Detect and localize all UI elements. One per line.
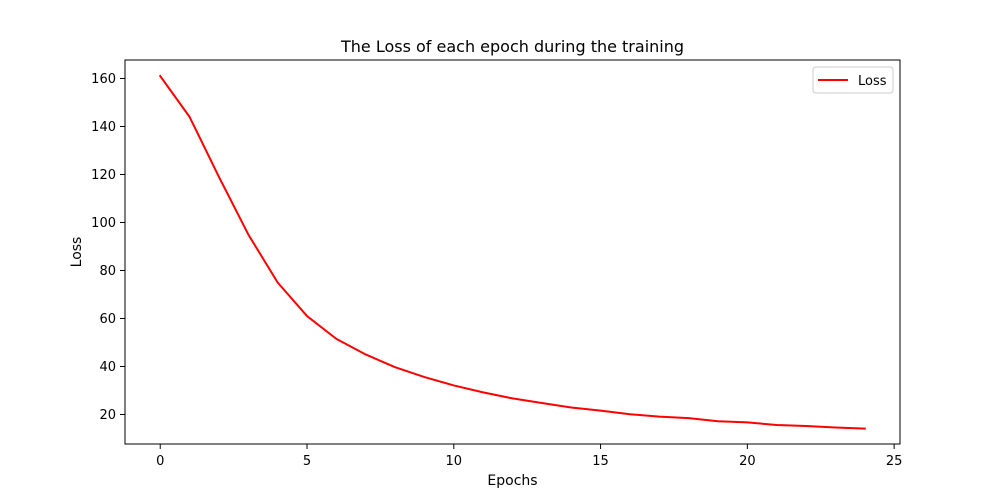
y-axis-label: Loss xyxy=(69,237,85,268)
x-tick-label: 15 xyxy=(592,454,609,469)
x-axis: 0 5 10 15 20 25 xyxy=(156,444,902,469)
y-tick-label: 160 xyxy=(91,72,116,87)
chart-title: The Loss of each epoch during the traini… xyxy=(340,37,684,56)
x-tick-label: 0 xyxy=(156,454,164,469)
x-tick-label: 10 xyxy=(446,454,463,469)
series-line-loss xyxy=(158,74,866,430)
plot-frame xyxy=(124,59,901,445)
x-tick-label: 20 xyxy=(739,454,756,469)
x-tick-label: 25 xyxy=(886,454,903,469)
plot-area xyxy=(124,59,901,445)
y-tick-label: 80 xyxy=(99,264,116,279)
y-tick-label: 40 xyxy=(99,360,116,375)
y-tick-label: 20 xyxy=(99,408,116,423)
y-axis: 20 40 60 80 100 120 140 160 xyxy=(91,72,125,423)
series-layer xyxy=(158,74,866,430)
y-tick-label: 100 xyxy=(91,216,116,231)
y-tick-label: 60 xyxy=(99,312,116,327)
x-axis-label: Epochs xyxy=(487,473,537,489)
legend-label: Loss xyxy=(858,74,887,89)
x-tick-label: 5 xyxy=(303,454,311,469)
legend: Loss xyxy=(812,66,894,94)
y-tick-label: 120 xyxy=(91,168,116,183)
legend-box xyxy=(812,66,894,94)
y-tick-label: 140 xyxy=(91,120,116,135)
